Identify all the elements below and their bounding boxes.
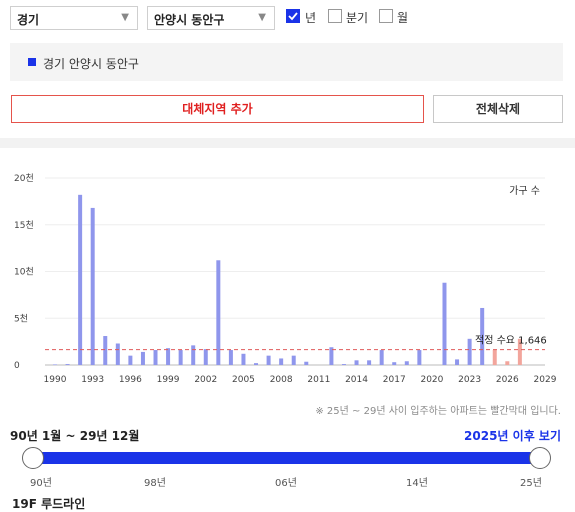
selected-region-box: 경기 안양시 동안구 xyxy=(10,43,563,81)
period-month-checkbox[interactable] xyxy=(379,9,393,23)
chart-bar xyxy=(153,350,158,365)
x-tick-label: 1996 xyxy=(119,375,142,385)
future-bars-note: ※ 25년 ~ 29년 사이 입주하는 아파트는 빨간막대 입니다. xyxy=(315,406,561,417)
x-axis-ticks: 1990 1993 1996 1999 2002 2005 2008 2011 2014 2017… xyxy=(44,375,557,385)
x-tick-label: 2026 xyxy=(496,375,519,385)
period-quarter-label: 분기 xyxy=(346,11,369,25)
x-tick-label: 1993 xyxy=(81,375,104,385)
range-slider-track[interactable] xyxy=(33,452,540,464)
y-tick-label: 0 xyxy=(14,361,20,371)
chart-bar xyxy=(417,350,422,365)
range-slider-start-handle[interactable] xyxy=(22,447,44,469)
slider-tick-label: 06년 xyxy=(275,478,297,489)
y-tick-label: 5천 xyxy=(14,313,28,324)
period-range-label: 90년 1월 ~ 29년 12월 xyxy=(10,429,140,443)
y-axis-ticks: 20천 15천 10천 5천 0 xyxy=(14,173,34,371)
chart-bar xyxy=(354,360,359,365)
chart-bar xyxy=(166,348,171,365)
chart-bar xyxy=(379,350,384,365)
chart-bar xyxy=(505,361,510,365)
chart-bar xyxy=(254,363,259,365)
chart-bar xyxy=(517,338,522,365)
chart-bar xyxy=(367,360,372,365)
x-tick-label: 2008 xyxy=(270,375,293,385)
x-tick-label: 2014 xyxy=(345,375,368,385)
chevron-down-icon: ▼ xyxy=(121,12,129,23)
chart-bar xyxy=(140,351,145,365)
period-year-checkbox[interactable] xyxy=(286,9,300,23)
chart-bar xyxy=(241,353,246,365)
slider-tick-label: 25년 xyxy=(520,478,542,489)
slider-tick-label: 90년 xyxy=(30,478,52,489)
demand-threshold-label: 적정 수요 1,646 xyxy=(475,335,547,347)
chart-bar xyxy=(291,355,296,365)
city-value: 안양시 동안구 xyxy=(154,13,225,27)
x-tick-label: 2002 xyxy=(194,375,217,385)
period-month-label: 월 xyxy=(397,11,409,25)
chart-bar xyxy=(404,361,409,365)
chart-bar xyxy=(191,345,196,365)
x-tick-label: 2020 xyxy=(420,375,443,385)
x-tick-label: 2023 xyxy=(458,375,481,385)
chart-bar xyxy=(178,350,183,365)
city-select[interactable]: 안양시 동안구 ▼ xyxy=(147,6,275,30)
check-icon xyxy=(288,12,298,21)
chart-bar xyxy=(216,260,221,365)
chart-bar xyxy=(266,355,271,365)
chart-bar xyxy=(115,343,120,365)
chart-bar xyxy=(78,194,83,365)
chart-bar xyxy=(442,282,447,365)
chart-bar xyxy=(53,364,57,365)
x-tick-label: 2005 xyxy=(232,375,255,385)
chart-gridlines xyxy=(45,177,545,366)
chart-bar xyxy=(329,347,334,365)
chart-bar xyxy=(90,207,95,365)
view-after-2025-link[interactable]: 2025년 이후 보기 xyxy=(464,429,561,443)
slider-tick-label: 14년 xyxy=(406,478,428,489)
chart-legend: 가구 수 xyxy=(509,185,540,197)
province-value: 경기 xyxy=(17,13,40,27)
chart-bar xyxy=(480,307,485,365)
region-color-swatch xyxy=(28,58,36,66)
chart-bar xyxy=(341,364,346,365)
x-tick-label: 2017 xyxy=(383,375,406,385)
chart-bar xyxy=(279,358,284,365)
chart-bar xyxy=(304,361,309,365)
x-tick-label: 1990 xyxy=(44,375,67,385)
x-tick-label: 2029 xyxy=(534,375,557,385)
chart-bar xyxy=(228,350,233,365)
x-tick-label: 1999 xyxy=(157,375,180,385)
period-quarter-checkbox[interactable] xyxy=(328,9,342,23)
chart-bar xyxy=(492,350,497,365)
chevron-down-icon: ▼ xyxy=(258,12,266,23)
chart-bar xyxy=(392,362,397,365)
y-tick-label: 20천 xyxy=(14,173,34,184)
slider-tick-label: 98년 xyxy=(144,478,166,489)
section-divider xyxy=(0,138,575,148)
delete-all-button[interactable]: 전체삭제 xyxy=(433,95,563,123)
chart-bar xyxy=(128,355,133,365)
selected-region-label: 경기 안양시 동안구 xyxy=(43,57,139,71)
household-supply-chart: 20천 15천 10천 5천 0 1990 1993 1996 1999 2002 2005 200… xyxy=(14,173,557,385)
chart-bar xyxy=(467,338,472,365)
x-tick-label: 2011 xyxy=(307,375,330,385)
chart-bar xyxy=(65,364,70,365)
chart-bar xyxy=(203,349,208,365)
chart-bar xyxy=(455,359,460,365)
chart-bars xyxy=(53,194,522,365)
chart-bar xyxy=(103,336,108,365)
y-tick-label: 10천 xyxy=(14,267,34,278)
period-year-label: 년 xyxy=(305,11,317,25)
province-select[interactable]: 경기 ▼ xyxy=(10,6,138,30)
add-alternative-region-button[interactable]: 대체지역 추가 xyxy=(11,95,424,123)
y-tick-label: 15천 xyxy=(14,220,34,231)
range-slider-end-handle[interactable] xyxy=(529,447,551,469)
